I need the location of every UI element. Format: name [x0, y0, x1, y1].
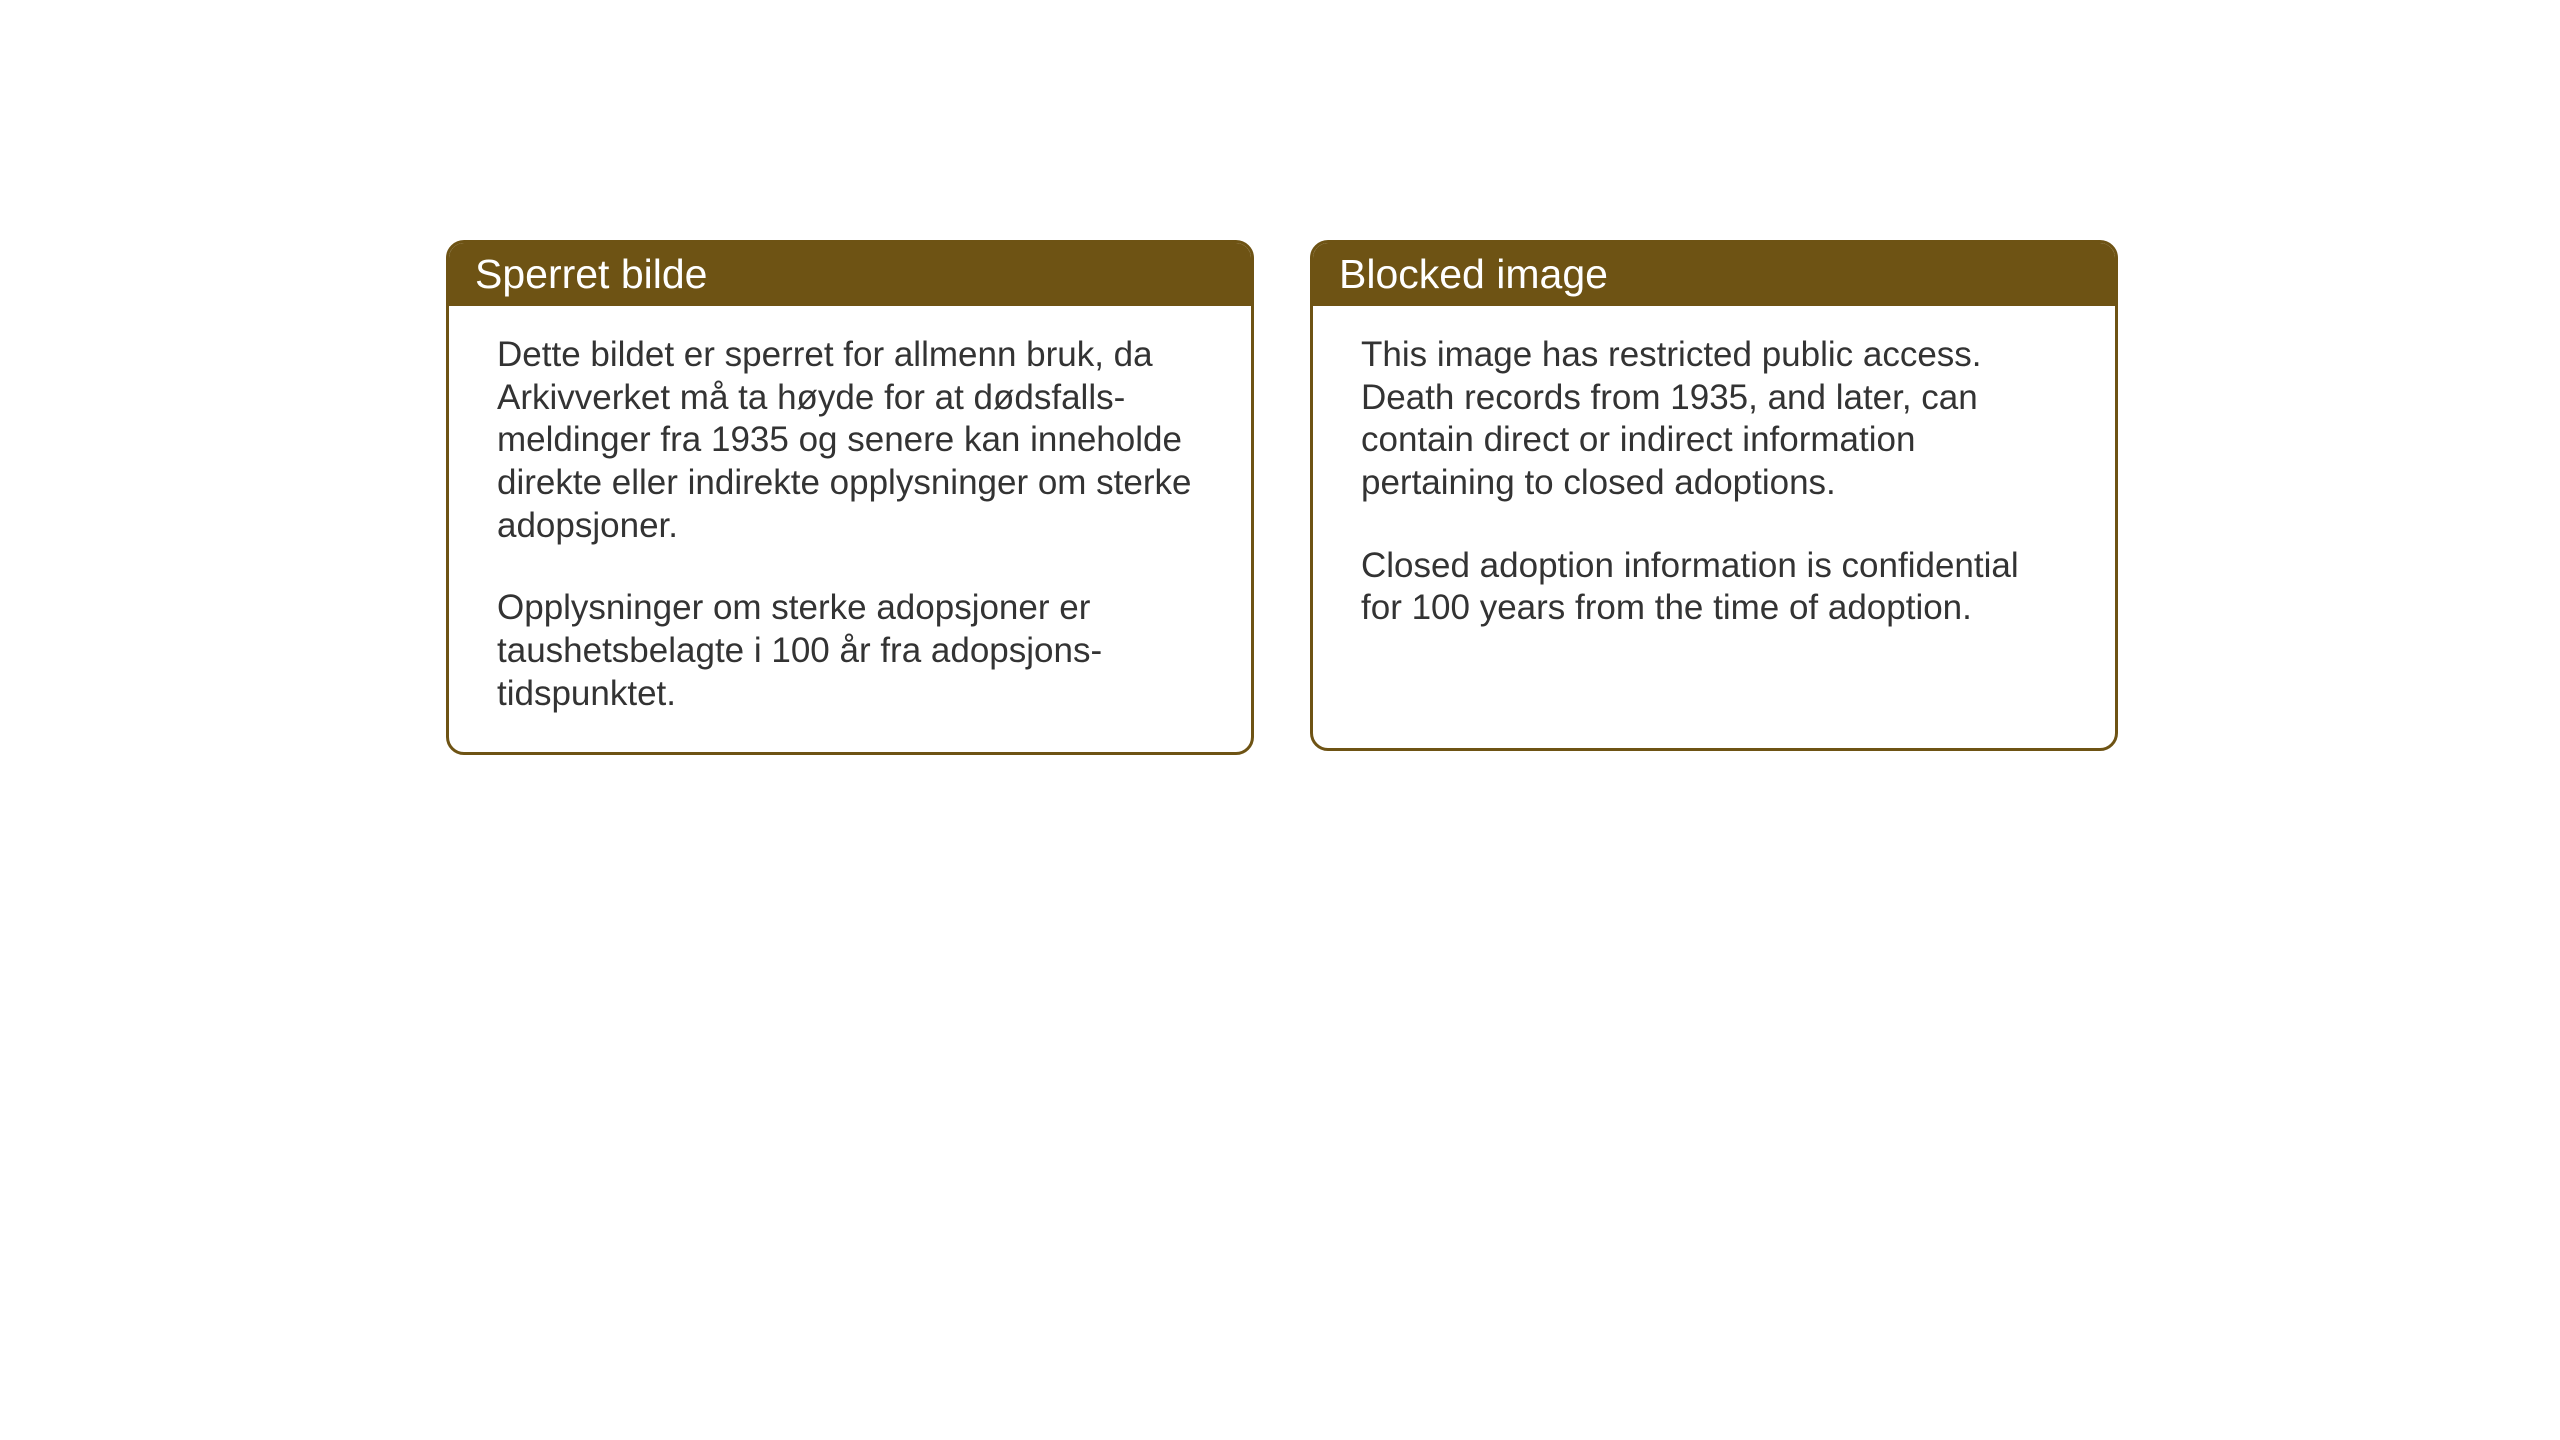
notice-header-norwegian: Sperret bilde	[449, 243, 1251, 306]
notice-paragraph-2-english: Closed adoption information is confident…	[1361, 545, 2067, 630]
notice-header-english: Blocked image	[1313, 243, 2115, 306]
notice-title-norwegian: Sperret bilde	[475, 251, 707, 297]
notice-paragraph-2-norwegian: Opplysninger om sterke adopsjoner er tau…	[497, 587, 1203, 715]
notice-paragraph-1-english: This image has restricted public access.…	[1361, 334, 2067, 505]
notice-title-english: Blocked image	[1339, 251, 1608, 297]
notice-box-norwegian: Sperret bilde Dette bildet er sperret fo…	[446, 240, 1254, 755]
notice-paragraph-1-norwegian: Dette bildet er sperret for allmenn bruk…	[497, 334, 1203, 547]
notice-body-norwegian: Dette bildet er sperret for allmenn bruk…	[449, 306, 1251, 752]
notices-container: Sperret bilde Dette bildet er sperret fo…	[446, 240, 2118, 755]
notice-box-english: Blocked image This image has restricted …	[1310, 240, 2118, 751]
notice-body-english: This image has restricted public access.…	[1313, 306, 2115, 666]
